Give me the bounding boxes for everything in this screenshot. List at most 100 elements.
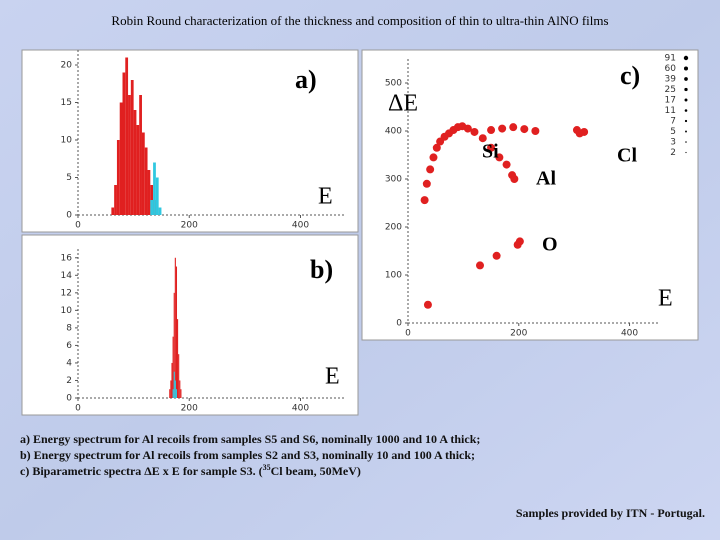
scatter-point <box>492 251 501 260</box>
histogram-bar <box>175 266 178 398</box>
histogram-bar <box>144 147 148 215</box>
x-tick-label: 200 <box>510 329 527 339</box>
histogram-bar <box>128 95 131 215</box>
histogram-bar <box>174 380 176 398</box>
caption-part: Cl beam, 50MeV) <box>271 464 361 478</box>
scatter-point <box>426 165 435 174</box>
histogram-bar <box>173 292 175 398</box>
histogram-bar <box>175 389 178 398</box>
scatter-point <box>423 300 432 309</box>
panel-annotation: c) <box>620 61 640 90</box>
panel-annotation: E <box>318 184 333 210</box>
scatter-point <box>580 127 589 136</box>
y-tick-label: 0 <box>66 211 72 221</box>
caption-line: a) Energy spectrum for Al recoils from s… <box>20 432 480 446</box>
histogram-bar <box>179 380 181 398</box>
caption-part: c) Biparametric spectra ΔE x E for sampl… <box>20 464 263 478</box>
histogram-bar <box>171 362 173 398</box>
scale-dot <box>684 87 688 92</box>
scatter-point <box>432 143 441 152</box>
histogram-bar <box>172 336 174 398</box>
scatter-point <box>470 127 479 136</box>
panel-annotation: E <box>658 286 673 312</box>
scale-dot <box>684 98 688 102</box>
histogram-bar <box>174 257 176 398</box>
y-tick-label: 5 <box>66 173 72 183</box>
scatter-point <box>509 123 518 132</box>
cluster-label: O <box>542 234 558 256</box>
histogram-bar <box>172 389 174 398</box>
scatter-point <box>510 175 519 183</box>
scale-dot <box>683 55 689 61</box>
panel-frame <box>21 234 359 416</box>
scatter-point <box>463 124 472 133</box>
panel-annotation: a) <box>295 65 317 94</box>
scatter-point <box>502 160 511 169</box>
y-tick-label: 14 <box>61 271 73 281</box>
histogram-bar <box>141 132 145 215</box>
scale-label: 7 <box>670 117 676 127</box>
scale-dot <box>683 66 689 71</box>
histogram-bar <box>122 72 126 215</box>
y-tick-label: 15 <box>61 98 72 108</box>
scale-label: 17 <box>665 96 676 106</box>
x-tick-label: 0 <box>75 221 81 231</box>
scatter-point <box>498 124 507 133</box>
panel-frame <box>21 49 359 233</box>
y-tick-label: 500 <box>385 79 402 89</box>
histogram-bar <box>158 207 162 215</box>
scale-label: 11 <box>665 106 676 116</box>
scatter-point <box>495 153 504 162</box>
scatter-point <box>422 179 431 188</box>
histogram-bar <box>136 125 140 215</box>
histogram-bar <box>177 319 179 398</box>
histogram-bar <box>111 207 115 215</box>
y-tick-label: 12 <box>61 288 72 298</box>
y-tick-label: 20 <box>61 61 73 71</box>
credit: Samples provided by ITN - Portugal. <box>516 506 705 520</box>
y-tick-label: 100 <box>385 271 402 281</box>
caption-line: c) Biparametric spectra ΔE x E for sampl… <box>20 463 361 478</box>
y-tick-label: 10 <box>61 136 73 146</box>
panel-annotation: E <box>325 364 340 390</box>
caption-line: b) Energy spectrum for Al recoils from s… <box>20 448 475 462</box>
histogram-bar <box>178 354 180 398</box>
histogram-bar <box>155 177 159 215</box>
panel-annotation: b) <box>310 255 333 284</box>
y-tick-label: 4 <box>66 358 72 368</box>
y-tick-label: 300 <box>385 175 402 185</box>
x-tick-label: 0 <box>405 329 411 339</box>
histogram-bar <box>170 380 172 398</box>
scatter-point <box>520 125 529 134</box>
scatter-point <box>429 153 438 162</box>
histogram-bar <box>150 200 154 215</box>
cluster-label: Al <box>536 168 556 190</box>
scatter-point <box>487 143 496 152</box>
x-tick-label: 200 <box>181 221 198 231</box>
scatter-point <box>515 237 524 246</box>
caption-sup: 35 <box>263 463 271 472</box>
scale-dot <box>685 130 687 133</box>
y-tick-label: 0 <box>66 394 72 404</box>
y-tick-label: 200 <box>385 223 402 233</box>
y-tick-label: 2 <box>66 376 72 386</box>
y-tick-label: 8 <box>66 323 72 333</box>
scale-label: 25 <box>665 85 676 95</box>
x-tick-label: 200 <box>181 404 198 414</box>
histogram-bar <box>147 170 151 215</box>
scale-dot <box>684 109 688 112</box>
scale-label: 5 <box>670 127 676 137</box>
histogram-bar <box>133 110 137 215</box>
histogram-bar <box>119 102 123 215</box>
scale-dot <box>685 141 687 143</box>
histogram-bar <box>169 389 171 398</box>
histogram-bar <box>114 185 117 215</box>
scatter-point <box>487 126 496 135</box>
y-tick-label: 16 <box>61 253 73 263</box>
scale-dot <box>685 151 687 154</box>
scatter-point <box>531 127 540 135</box>
panel-annotation: ΔE <box>388 91 418 117</box>
scatter-point <box>420 196 429 205</box>
histogram-bar <box>153 162 156 215</box>
